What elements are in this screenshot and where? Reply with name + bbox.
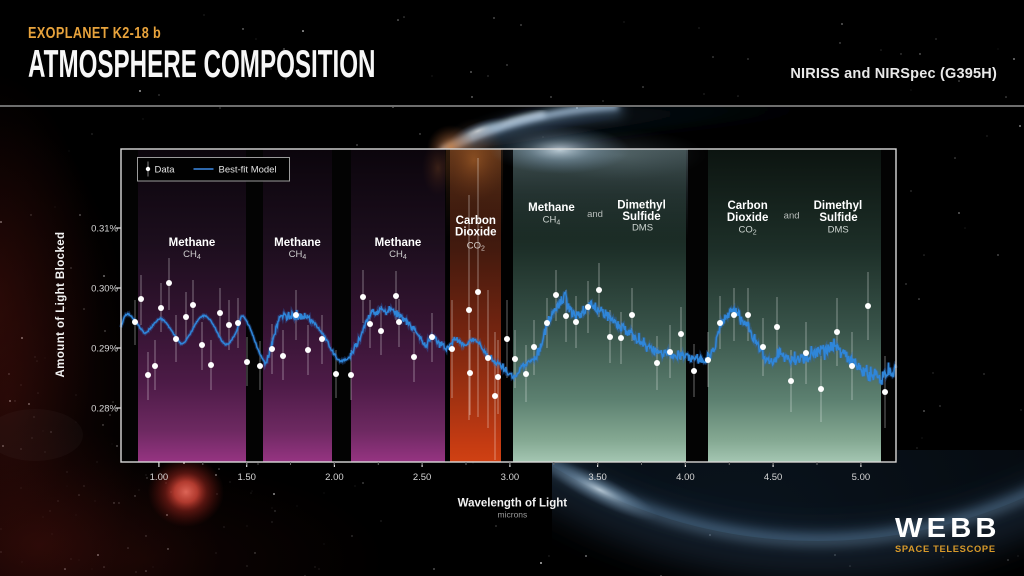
svg-text:Sulfide: Sulfide [622,211,660,223]
svg-text:Methane: Methane [528,202,575,214]
svg-text:Dioxide: Dioxide [455,227,497,239]
svg-text:0.30%: 0.30% [91,284,118,295]
svg-text:3.00: 3.00 [501,472,520,483]
svg-text:Dimethyl: Dimethyl [814,200,863,212]
svg-text:0.31%: 0.31% [91,224,118,235]
svg-text:5.00: 5.00 [852,472,871,483]
svg-text:CH4: CH4 [543,215,561,227]
svg-text:and: and [784,211,800,222]
svg-text:microns: microns [498,510,528,520]
svg-text:CH4: CH4 [389,249,407,261]
svg-text:2.00: 2.00 [325,472,344,483]
svg-text:CH4: CH4 [289,249,307,261]
svg-text:Methane: Methane [375,237,422,249]
svg-text:1.00: 1.00 [150,472,169,483]
svg-text:Best-fit Model: Best-fit Model [219,164,277,175]
svg-text:Carbon: Carbon [727,200,767,212]
svg-text:1.50: 1.50 [237,472,256,483]
svg-text:Data: Data [155,164,176,175]
svg-text:CO2: CO2 [467,241,485,253]
svg-text:4.00: 4.00 [676,472,695,483]
svg-text:Wavelength of Light: Wavelength of Light [458,498,568,510]
svg-text:Carbon: Carbon [456,215,496,227]
svg-text:Amount of Light Blocked: Amount of Light Blocked [55,232,67,378]
svg-text:4.50: 4.50 [764,472,783,483]
svg-text:DMS: DMS [828,224,849,235]
svg-text:Sulfide: Sulfide [819,212,857,224]
svg-text:Dioxide: Dioxide [727,212,769,224]
svg-text:0.28%: 0.28% [91,404,118,415]
svg-text:Methane: Methane [274,237,321,249]
svg-text:Methane: Methane [169,237,216,249]
svg-text:0.29%: 0.29% [91,344,118,355]
svg-text:3.50: 3.50 [588,472,607,483]
svg-text:2.50: 2.50 [413,472,432,483]
svg-text:CH4: CH4 [183,249,201,261]
svg-text:CO2: CO2 [739,225,757,237]
svg-text:Dimethyl: Dimethyl [617,200,666,212]
svg-text:and: and [587,209,603,220]
svg-text:DMS: DMS [632,223,653,234]
